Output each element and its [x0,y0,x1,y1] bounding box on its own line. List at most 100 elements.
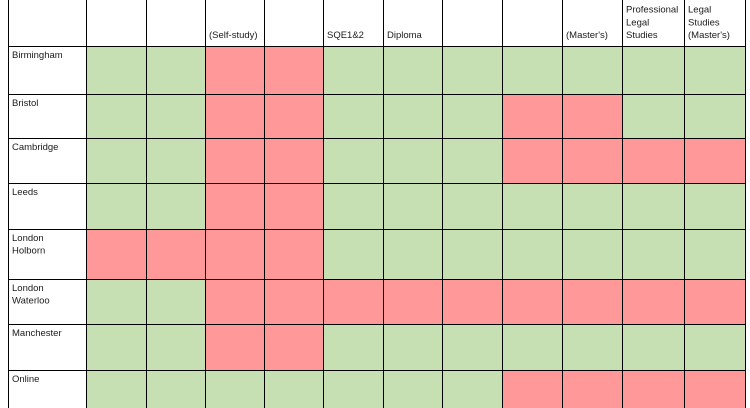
available-cell [502,183,562,229]
row-label-text: Birmingham [12,50,63,61]
available-cell [146,46,205,94]
unavailable-cell [562,94,622,138]
available-cell [323,138,383,183]
available-cell [442,183,502,229]
available-cell [323,229,383,279]
column-header-text: (Self-study) [209,30,258,41]
available-cell [622,183,684,229]
available-cell [442,138,502,183]
column-header-text: Studies [626,30,658,41]
available-cell [502,46,562,94]
unavailable-cell [264,229,323,279]
available-cell [146,370,205,408]
unavailable-cell [205,138,264,183]
unavailable-cell [264,324,323,370]
unavailable-cell [205,324,264,370]
row-label-cell [8,94,86,138]
available-cell [684,94,745,138]
column-header-text: SQE1&2 [327,30,364,41]
available-cell [323,46,383,94]
available-cell [442,324,502,370]
row-label-text: Holborn [12,246,45,257]
available-cell [684,324,745,370]
available-cell [86,46,146,94]
unavailable-cell [86,229,146,279]
available-cell [562,183,622,229]
available-cell [323,183,383,229]
available-cell [442,94,502,138]
available-cell [383,370,442,408]
available-cell [86,370,146,408]
row-label-text: Online [12,374,39,385]
unavailable-cell [205,46,264,94]
row-label-cell [8,183,86,229]
unavailable-cell [502,279,562,324]
column-header-text: (Master's) [688,30,730,41]
row-label-cell [8,279,86,324]
available-cell [383,46,442,94]
column-header-text: (Master's) [566,30,608,41]
unavailable-cell [684,279,745,324]
available-cell [323,370,383,408]
unavailable-cell [146,229,205,279]
grid-lines [8,0,746,408]
available-cell [442,229,502,279]
unavailable-cell [383,279,442,324]
unavailable-cell [264,46,323,94]
unavailable-cell [684,138,745,183]
unavailable-cell [264,94,323,138]
row-label-cell [8,138,86,183]
available-cell [86,94,146,138]
available-cell [146,183,205,229]
available-cell [264,370,323,408]
row-label-cell [8,324,86,370]
unavailable-cell [562,370,622,408]
unavailable-cell [622,138,684,183]
column-header-text: Legal [626,17,649,28]
available-cell [684,46,745,94]
unavailable-cell [323,279,383,324]
column-header-text: Professional [626,5,678,16]
available-cell [146,94,205,138]
available-cell [86,324,146,370]
unavailable-cell [622,370,684,408]
available-cell [684,183,745,229]
available-cell [383,138,442,183]
row-label-text: Manchester [12,328,62,339]
available-cell [562,229,622,279]
available-cell [323,94,383,138]
row-label-text: London [12,233,44,244]
available-cell [622,94,684,138]
unavailable-cell [264,138,323,183]
unavailable-cell [502,94,562,138]
column-header-text: Legal [688,5,711,16]
row-label-text: London [12,283,44,294]
available-cell [205,370,264,408]
available-cell [86,279,146,324]
column-header-text: Diploma [387,30,423,41]
row-label-cell [8,46,86,94]
unavailable-cell [205,229,264,279]
row-label-cell [8,229,86,279]
available-cell [323,324,383,370]
unavailable-cell [442,279,502,324]
unavailable-cell [264,279,323,324]
available-cell [146,279,205,324]
unavailable-cell [502,370,562,408]
unavailable-cell [205,94,264,138]
available-cell [146,324,205,370]
available-cell [502,324,562,370]
unavailable-cell [684,370,745,408]
available-cell [442,46,502,94]
available-cell [622,46,684,94]
text-layer: (Self-study) SQE1&2 Diploma (Master's) Profe… [12,0,740,385]
row-label-text: Waterloo [12,296,50,307]
available-cell [622,324,684,370]
row-label-text: Leeds [12,187,38,198]
column-header-text: Professional [688,0,740,3]
available-cell [562,46,622,94]
unavailable-cell [562,279,622,324]
row-label-text: Bristol [12,98,38,109]
column-header-text: Studies [688,17,720,28]
